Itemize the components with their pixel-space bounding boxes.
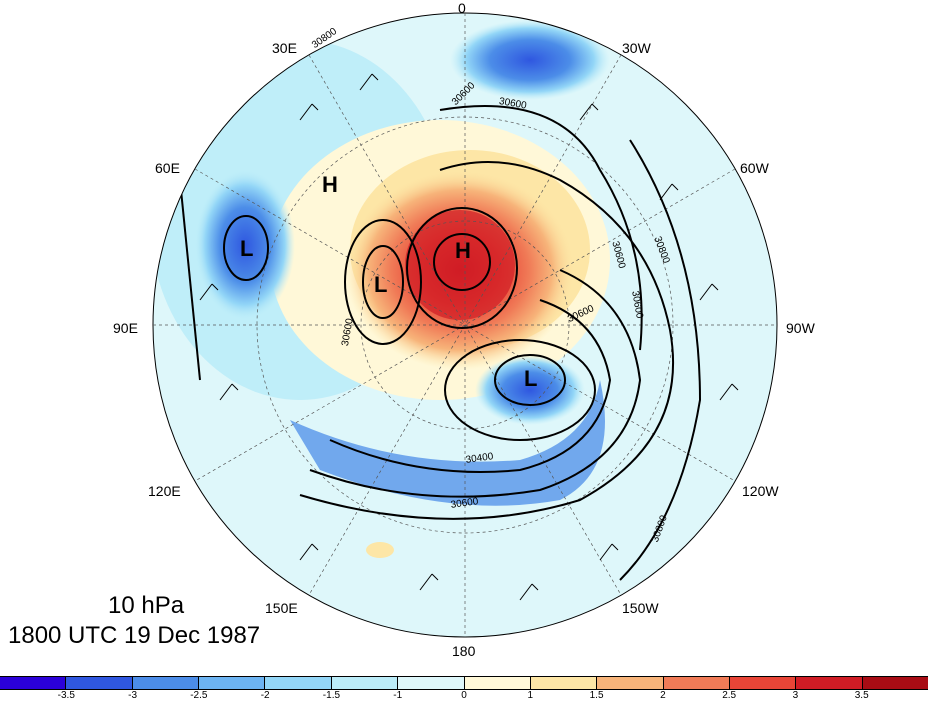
longitude-label-30w: 30W [622,40,651,56]
colorbar-tick-label: 3.5 [854,690,869,701]
longitude-label-150w: 150W [622,600,659,616]
longitude-label-150e: 150E [265,600,298,616]
colorbar-tick-label: -1.5 [322,690,341,701]
low-pressure-center: L [524,366,538,391]
colorbar-segment [464,677,531,689]
timestamp-label: 1800 UTC 19 Dec 1987 [8,622,261,649]
colorbar-segment [398,677,465,689]
colorbar-tick-label: 0 [461,690,467,701]
colorbar-labels: -3.5 -3 -2.5 -2 -1.5 -1 0 1 1.5 2 2.5 3 3.5 [0,690,928,702]
colorbar-segment [199,677,266,689]
colorbar-tick-label: 2.5 [722,690,737,701]
colorbar-segment [0,677,67,689]
colorbar-segment [796,677,863,689]
longitude-label-120w: 120W [742,483,779,499]
high-pressure-center: H [455,238,471,263]
longitude-label-0: 0 [458,0,466,16]
colorbar-segment [729,677,797,689]
colorbar-segment [597,677,664,689]
colorbar-tick-label: -2.5 [190,690,208,701]
colorbar-segment [132,677,200,689]
longitude-label-90w: 90W [786,320,815,336]
colorbar-segment [663,677,730,689]
longitude-label-120e: 120E [148,483,181,499]
colorbar-tick-label: 3 [792,690,799,701]
colorbar-segment [530,677,598,689]
colorbar-tick-label: 2 [660,690,666,701]
longitude-label-30e: 30E [272,40,297,56]
colorbar-segment [862,677,928,689]
colorbar-tick-label: 1 [527,690,534,701]
colorbar-segment [331,677,399,689]
colorbar-tick-label: -3 [128,690,138,701]
longitude-label-60e: 60E [155,160,180,176]
colorbar-tick-label: -2 [260,690,270,701]
colorbar-tick-label: -3.5 [57,690,75,701]
longitude-label-60w: 60W [740,160,769,176]
low-pressure-center: L [374,272,388,297]
colorbar-tick-label: 1.5 [589,690,604,701]
high-pressure-center: H [322,172,338,197]
pressure-level-label: 10 hPa [108,592,185,619]
colorbar [0,676,928,690]
longitude-label-90e: 90E [113,320,138,336]
colorbar-segment [265,677,332,689]
colorbar-tick-label: -1 [393,690,403,701]
low-pressure-center: L [240,236,254,261]
colorbar-segment [66,677,133,689]
longitude-label-180: 180 [452,643,476,659]
